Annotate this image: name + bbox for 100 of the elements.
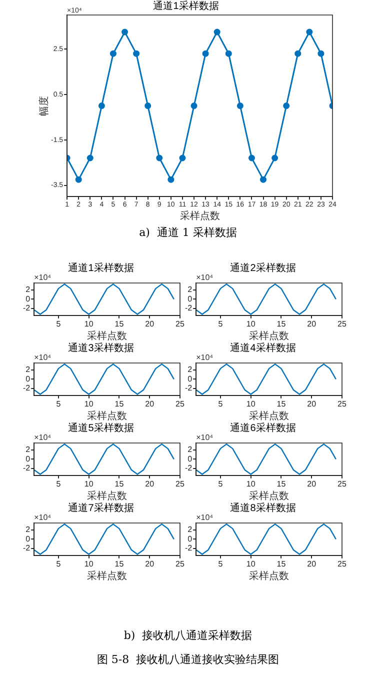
y-tick-label: 0: [188, 374, 193, 384]
x-tick-label: 15: [114, 319, 124, 328]
text: a) 通道 1 采样数据: [138, 225, 238, 240]
chart-title: 通道6采样数据: [230, 422, 296, 434]
y-tick-label: 2: [26, 525, 31, 534]
point: [179, 154, 186, 162]
x-tick-label: 10: [246, 479, 256, 488]
text: ×10⁴: [34, 353, 52, 362]
text: b) 接收机八通道采样数据: [122, 628, 254, 643]
text: ×10⁴: [34, 273, 52, 282]
text: ×10⁴: [196, 353, 214, 362]
x-tick-label: 20: [145, 479, 155, 488]
point: [294, 50, 302, 57]
x-tick-label: 20: [307, 559, 317, 568]
point: [86, 154, 94, 162]
x-axis-title: 采样点数: [249, 410, 290, 422]
x-tick-label: 15: [276, 559, 286, 568]
x-tick-label: 15: [114, 559, 124, 568]
point: [110, 50, 116, 57]
x-tick-label: 25: [176, 479, 185, 488]
x-axis-title: 采样点数: [249, 490, 290, 502]
x-tick-label: 10: [84, 479, 94, 488]
y-tick-label: 0: [26, 294, 31, 304]
point: [318, 50, 324, 57]
x-tick-label: 25: [338, 479, 347, 488]
text: ×10⁴: [34, 433, 52, 442]
point: [236, 102, 244, 110]
x-tick-label: 25: [176, 559, 185, 568]
y-tick-label: 2: [188, 285, 193, 294]
point: [122, 28, 128, 36]
point: [225, 50, 232, 57]
x-axis-title: 采样点数: [249, 570, 290, 582]
y-tick-label: 2: [26, 445, 31, 454]
point: [144, 102, 152, 110]
y-tick-label: -2: [22, 544, 31, 553]
x-axis-title: 采样点数: [87, 330, 128, 342]
y-tick-label: 2: [188, 365, 193, 374]
point: [248, 154, 255, 162]
x-tick-label: 10: [246, 399, 256, 408]
x-tick-label: 25: [338, 319, 347, 328]
point: [133, 50, 140, 57]
x-tick-label: 25: [176, 399, 185, 408]
point: [283, 102, 290, 110]
x-tick-label: 10: [246, 319, 256, 328]
x-tick-label: 15: [276, 399, 286, 408]
y-tick-label: 2: [26, 365, 31, 374]
text: ×10⁴: [196, 273, 214, 282]
y-tick-label: -2: [184, 384, 193, 393]
x-axis-title: 采样点数: [180, 210, 220, 222]
text: ×10⁴: [34, 513, 52, 522]
chart-title: 通道1采样数据: [153, 0, 219, 12]
chart-title: 通道2采样数据: [230, 262, 296, 274]
y-tick-label: -2: [22, 304, 31, 313]
point: [260, 176, 267, 183]
y-tick-label: -2: [22, 464, 31, 473]
x-axis-title: 采样点数: [87, 490, 128, 502]
x-tick-label: 20: [307, 319, 317, 328]
y-tick-label: -2: [22, 384, 31, 393]
x-tick-label: 5: [56, 479, 62, 488]
x-tick-label: 5: [56, 559, 62, 568]
y-tick-label: 2: [26, 285, 31, 294]
x-tick-label: 5: [56, 319, 62, 328]
x-tick-label: 25: [176, 319, 185, 328]
text: ×10⁴: [196, 513, 214, 522]
y-tick-label: 0: [188, 454, 193, 464]
point: [272, 154, 278, 162]
x-tick-label: 25: [338, 399, 347, 408]
y-tick-label: 0: [26, 374, 31, 384]
y-tick-label: -2: [184, 464, 193, 473]
y-tick-label: 0: [26, 534, 31, 544]
caption: 图 5-8 接收机八通道接收实验结果图: [96, 652, 280, 667]
x-tick-label: 10: [84, 399, 94, 408]
chart-title: 通道4采样数据: [230, 342, 296, 354]
x-axis-title: 采样点数: [249, 330, 290, 342]
x-tick-label: 20: [145, 559, 155, 568]
x-tick-label: 5: [218, 319, 224, 328]
text: ×10⁴: [196, 433, 214, 442]
x-tick-label: 5: [218, 479, 224, 488]
x-tick-label: 5: [218, 399, 224, 408]
point: [75, 176, 82, 183]
x-tick-label: 10: [84, 319, 94, 328]
y-tick-label: 0: [188, 294, 193, 304]
x-tick-label: 15: [114, 399, 124, 408]
y-tick-label: 0: [188, 534, 193, 544]
x-tick-label: 20: [307, 479, 317, 488]
point: [214, 28, 220, 36]
y-tick-label: -2: [184, 544, 193, 553]
chart-title: 通道1采样数据: [68, 262, 134, 274]
point: [98, 102, 105, 110]
x-tick-label: 15: [276, 479, 286, 488]
point: [306, 28, 313, 36]
x-tick-label: 5: [56, 399, 62, 408]
chart-title: 通道5采样数据: [68, 422, 134, 434]
y-tick-label: 2: [188, 445, 193, 454]
chart-title: 通道7采样数据: [68, 502, 134, 514]
x-tick-label: 15: [276, 319, 286, 328]
chart-title: 通道8采样数据: [230, 502, 296, 514]
x-tick-label: 20: [307, 399, 317, 408]
point: [202, 50, 209, 57]
x-tick-label: 5: [218, 559, 224, 568]
